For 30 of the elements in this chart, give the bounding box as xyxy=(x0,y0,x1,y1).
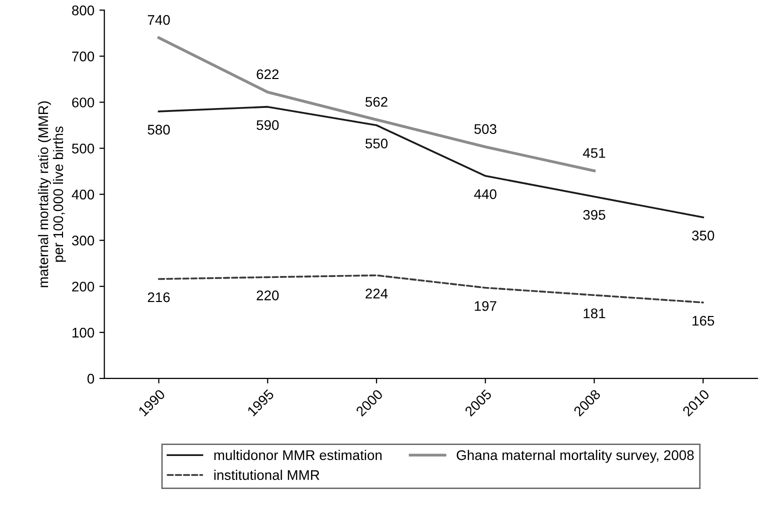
data-label: 224 xyxy=(366,288,388,298)
data-label: 580 xyxy=(148,124,170,135)
y-tick-label: 300 xyxy=(72,236,94,246)
y-axis-title: maternal mortality ratio (MMR) per 100,000 live births xyxy=(38,101,66,288)
data-label: 197 xyxy=(474,301,496,311)
legend-label: Ghana maternal mortality survey, 2008 xyxy=(456,450,694,463)
data-label: 503 xyxy=(474,124,496,134)
y-tick-label: 600 xyxy=(72,98,94,108)
data-label: 740 xyxy=(148,15,170,25)
data-label: 181 xyxy=(584,308,606,318)
y-tick-label: 0 xyxy=(87,374,94,384)
legend-label: multidonor MMR estimation xyxy=(214,450,382,460)
data-label: 165 xyxy=(692,316,714,326)
data-label: 216 xyxy=(148,292,170,302)
data-label: 622 xyxy=(256,69,279,80)
data-label: 562 xyxy=(365,96,388,107)
y-tick-label: 100 xyxy=(72,328,94,338)
data-label: 590 xyxy=(256,120,279,130)
data-label: 440 xyxy=(474,189,496,200)
y-tick-label: 500 xyxy=(72,144,94,154)
legend-label: institutional MMR xyxy=(214,470,320,480)
data-label: 220 xyxy=(256,290,279,300)
data-label: 395 xyxy=(583,210,606,220)
y-tick-label: 700 xyxy=(72,52,94,62)
data-label: 550 xyxy=(365,138,388,148)
data-label: 350 xyxy=(692,230,714,240)
y-tick-label: 800 xyxy=(72,5,94,16)
y-tick-label: 400 xyxy=(72,190,94,200)
y-tick-label: 200 xyxy=(72,282,94,292)
data-label: 451 xyxy=(582,148,606,158)
